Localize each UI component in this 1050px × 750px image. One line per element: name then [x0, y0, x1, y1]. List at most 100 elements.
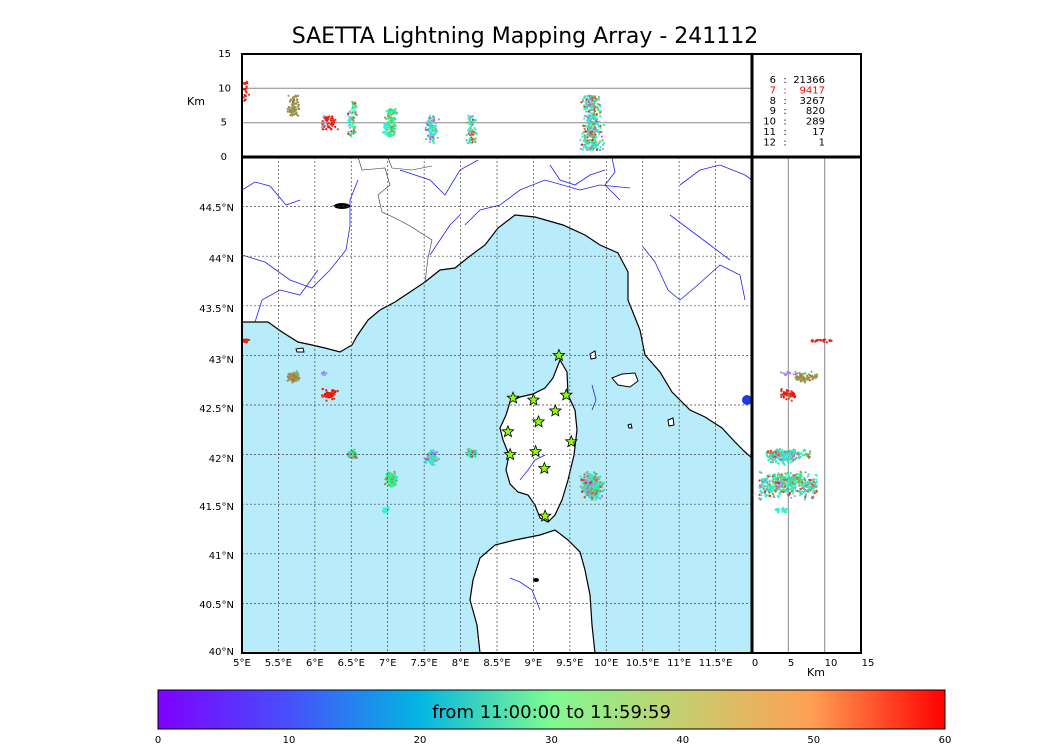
- altitude-point: [584, 143, 587, 146]
- corsica-island: [499, 358, 578, 523]
- side-point: [798, 375, 801, 378]
- altitude-point: [601, 139, 604, 142]
- altitude-point: [324, 118, 327, 121]
- altitude-point: [244, 90, 247, 93]
- altitude-point: [353, 101, 357, 104]
- altitude-point: [297, 103, 300, 106]
- side-point: [788, 372, 791, 375]
- side-point: [812, 480, 816, 483]
- lightning-point: [599, 475, 602, 479]
- lon-tick: 8.5°E: [483, 658, 510, 669]
- side-point: [783, 485, 787, 488]
- lightning-point: [393, 473, 397, 476]
- lightning-point: [291, 378, 295, 382]
- altitude-point: [589, 122, 592, 125]
- altitude-point: [429, 124, 432, 127]
- colorbar-tick: 10: [283, 735, 296, 746]
- side-xlabel: Km: [807, 666, 825, 679]
- side-point: [801, 454, 804, 457]
- altitude-point: [597, 132, 601, 135]
- altitude-point: [594, 105, 597, 108]
- side-point: [814, 377, 817, 380]
- side-point: [813, 492, 816, 495]
- side-point: [765, 485, 768, 488]
- side-point: [815, 374, 818, 377]
- side-point: [774, 475, 777, 478]
- lightning-point: [587, 488, 591, 491]
- side-point: [759, 484, 762, 487]
- side-point: [787, 449, 790, 452]
- altitude-point: [388, 122, 391, 125]
- side-edge-blob: [742, 395, 752, 405]
- altitude-point: [395, 111, 398, 114]
- side-point: [800, 373, 803, 376]
- lightning-point: [590, 498, 594, 501]
- altitude-point: [289, 114, 292, 117]
- stat-value: 9417: [800, 85, 825, 96]
- lightning-point: [594, 495, 597, 498]
- side-point: [794, 370, 797, 373]
- altitude-point: [347, 119, 350, 122]
- altitude-point: [432, 140, 435, 143]
- lightning-point: [601, 481, 605, 484]
- altitude-point: [427, 120, 430, 123]
- side-point: [796, 490, 799, 493]
- altitude-point: [469, 129, 472, 133]
- altitude-point: [469, 115, 472, 118]
- side-point: [819, 338, 822, 342]
- lightning-point: [601, 483, 604, 486]
- side-point: [772, 482, 775, 485]
- altitude-point: [293, 105, 296, 108]
- side-point: [781, 482, 784, 485]
- lightning-point: [587, 473, 590, 477]
- lat-tick: 41°N: [209, 551, 234, 562]
- side-point: [767, 459, 770, 462]
- altitude-point: [592, 121, 595, 124]
- altitude-point: [327, 118, 330, 121]
- side-point: [811, 340, 814, 343]
- altitude-point: [592, 107, 595, 110]
- altitude-point: [588, 139, 592, 142]
- stat-count: 12: [763, 137, 776, 148]
- side-point: [798, 484, 801, 487]
- altitude-point: [424, 137, 428, 141]
- altitude-point: [394, 118, 397, 121]
- altitude-point: [353, 111, 356, 114]
- altitude-point: [391, 117, 394, 120]
- side-point: [777, 478, 780, 481]
- altitude-point: [347, 130, 350, 134]
- lightning-point: [430, 456, 434, 460]
- side-point: [815, 339, 818, 342]
- side-point: [787, 389, 790, 392]
- altitude-point: [472, 121, 475, 124]
- lightning-point: [583, 473, 586, 476]
- side-point: [806, 489, 810, 492]
- lightning-point: [327, 394, 330, 398]
- altitude-point: [390, 108, 393, 111]
- side-point: [794, 458, 797, 461]
- altitude-point: [595, 146, 598, 149]
- side-point: [795, 477, 798, 480]
- side-point: [808, 374, 812, 377]
- side-point: [780, 473, 783, 476]
- altitude-point: [245, 91, 248, 94]
- stat-value: 289: [806, 117, 825, 128]
- lightning-point: [347, 451, 350, 454]
- altitude-point: [599, 111, 602, 114]
- stat-value: 21366: [793, 75, 825, 86]
- side-point: [772, 473, 775, 476]
- lightning-point: [586, 470, 589, 474]
- chart-title: SAETTA Lightning Mapping Array - 241112: [291, 24, 759, 49]
- side-point: [803, 448, 806, 451]
- altitude-point: [584, 147, 588, 150]
- altitude-point: [353, 109, 356, 112]
- lma-stations: [501, 348, 579, 522]
- stats-panel-background: [751, 53, 862, 158]
- altitude-point: [579, 138, 582, 141]
- altitude-point: [579, 147, 582, 150]
- altitude-point: [354, 113, 357, 116]
- side-point: [809, 452, 812, 455]
- altitude-point: [581, 143, 584, 146]
- colorbar: 0 10 20 30 40 50 60: [155, 689, 951, 746]
- side-point: [805, 482, 808, 485]
